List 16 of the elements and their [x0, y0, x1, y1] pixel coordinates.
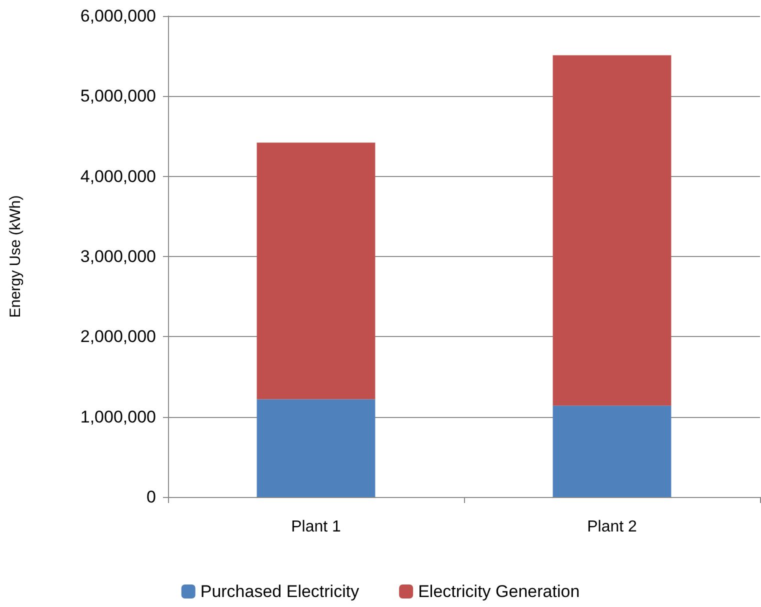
- bar: [552, 55, 672, 406]
- y-axis-title: Energy Use (kWh): [7, 195, 24, 318]
- y-tick-label: 5,000,000: [80, 86, 156, 106]
- y-tick-label: 0: [146, 488, 156, 506]
- x-tick-label: Plant 1: [291, 518, 342, 536]
- y-tick-label: 4,000,000: [80, 166, 156, 186]
- legend-label: Electricity Generation: [418, 582, 580, 601]
- bar: [552, 406, 672, 497]
- x-tick-label: Plant 2: [587, 518, 638, 536]
- y-tick-label: 1,000,000: [80, 407, 156, 426]
- y-tick-label: 3,000,000: [80, 247, 156, 266]
- bar: [256, 142, 376, 400]
- bar: [256, 399, 376, 497]
- y-tick-label: 2,000,000: [80, 327, 156, 346]
- y-tick-label: 6,000,000: [80, 6, 156, 26]
- legend-label: Purchased Electricity: [200, 582, 360, 601]
